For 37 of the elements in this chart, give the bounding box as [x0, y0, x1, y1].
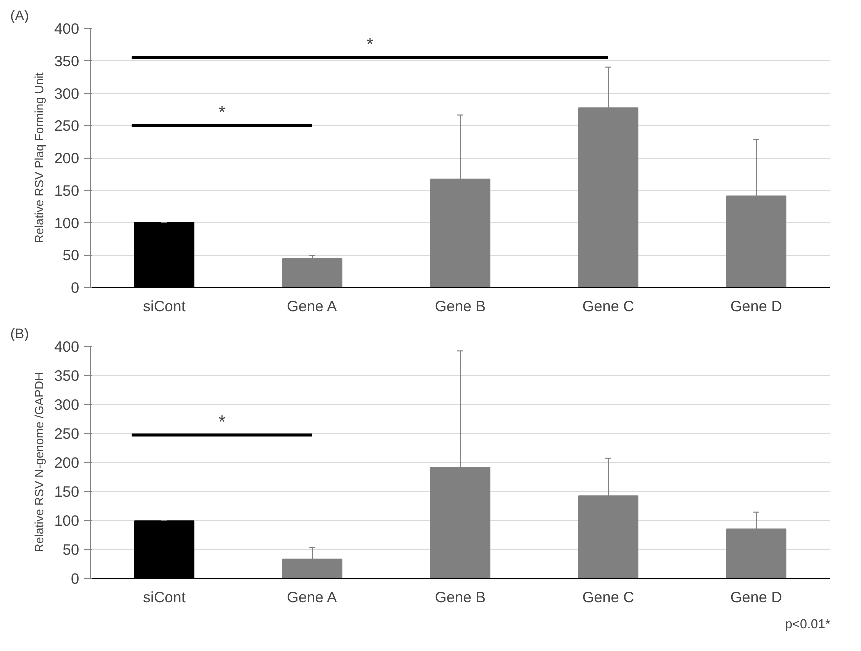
annotation: *: [218, 412, 226, 432]
y-tick-label: 250: [54, 118, 80, 136]
x-tick-label: Gene D: [730, 298, 783, 316]
y-tick-label: 350: [54, 53, 80, 70]
x-tick-label: Gene A: [287, 590, 338, 606]
y-tick-label: 50: [62, 542, 80, 559]
y-axis-title: Relative RSV N-genome /GAPDH: [32, 372, 46, 553]
y-tick-label: 300: [54, 86, 80, 103]
y-tick-label: 200: [54, 455, 80, 472]
y-tick-label: 350: [54, 368, 80, 385]
y-tick-label: 400: [54, 339, 80, 356]
x-tick-label: Gene A: [287, 298, 338, 316]
x-tick-label: Gene C: [582, 298, 635, 316]
y-tick-label: 200: [54, 150, 80, 168]
y-tick-label: 100: [54, 513, 80, 530]
y-tick-label: 0: [71, 571, 80, 588]
y-tick-label: 150: [54, 182, 80, 200]
y-tick-label: 100: [54, 215, 80, 232]
annotation: *: [366, 34, 374, 55]
y-tick-label: 0: [71, 280, 80, 297]
y-tick-label: 300: [54, 397, 80, 414]
y-tick-label: 150: [54, 484, 80, 501]
text: p<0.01*: [785, 616, 831, 632]
y-tick-label: 50: [62, 248, 80, 265]
annotation: *: [218, 102, 226, 123]
text: (A): [10, 8, 30, 24]
x-tick-label: siCont: [143, 590, 187, 606]
x-tick-label: Gene C: [582, 590, 635, 606]
x-tick-label: Gene B: [435, 590, 486, 606]
text: (B): [10, 326, 30, 342]
x-tick-label: Gene D: [730, 590, 783, 606]
y-axis-title: Relative RSV Plaq Forming Unit: [32, 72, 46, 244]
y-tick-label: 250: [54, 426, 80, 443]
y-tick-label: 400: [54, 21, 80, 38]
bar: [282, 258, 343, 288]
x-tick-label: siCont: [143, 298, 187, 316]
x-tick-label: Gene B: [435, 298, 486, 316]
